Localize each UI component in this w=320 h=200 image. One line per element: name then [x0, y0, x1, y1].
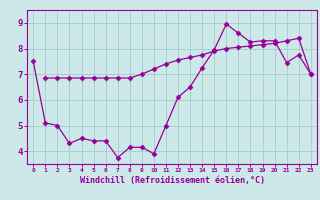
X-axis label: Windchill (Refroidissement éolien,°C): Windchill (Refroidissement éolien,°C) — [79, 176, 265, 185]
